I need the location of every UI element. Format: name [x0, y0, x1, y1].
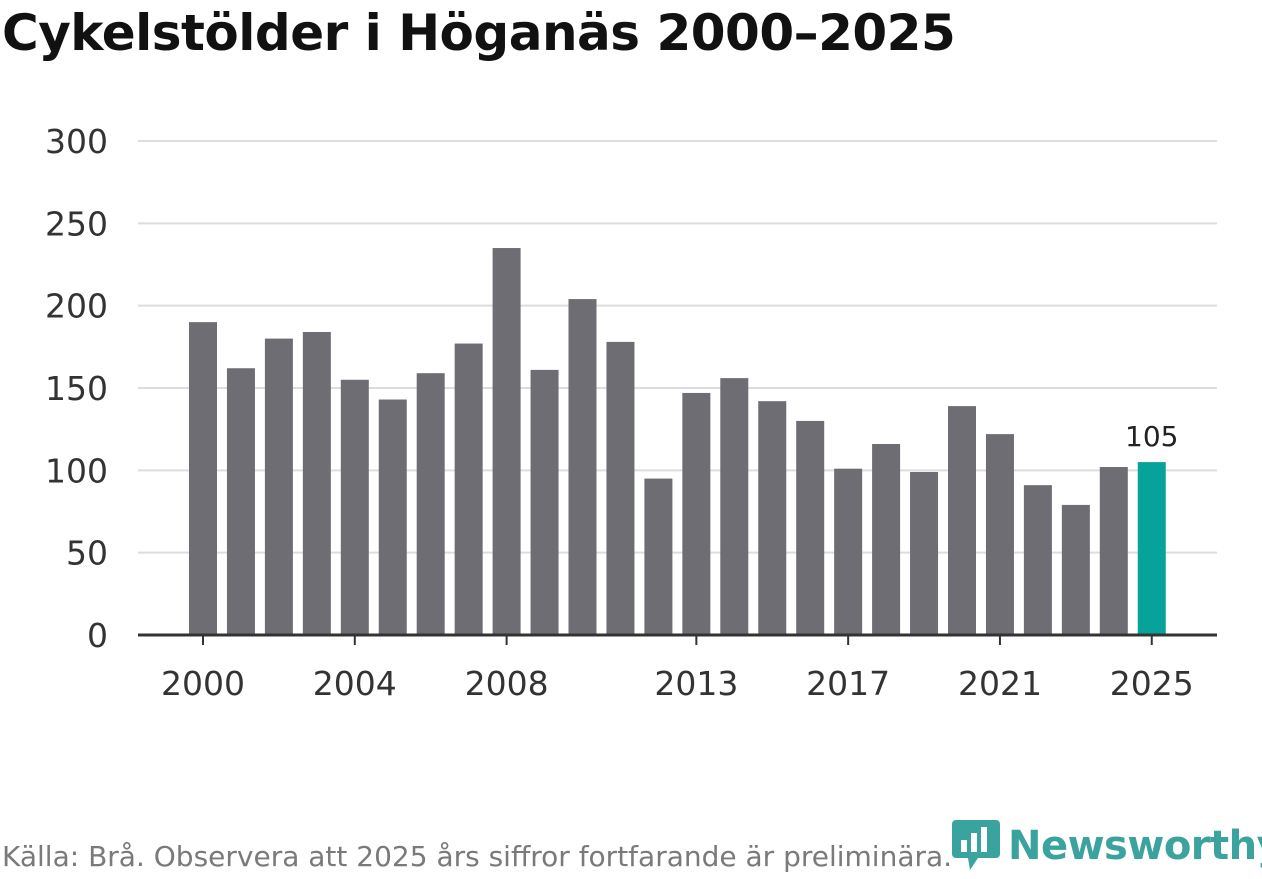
- y-axis-tick-labels: 0 50 100 150 200 250 300: [45, 122, 108, 655]
- bar-2011: [606, 341, 635, 635]
- bar-2003: [302, 332, 331, 635]
- grid-lines: [138, 140, 1217, 554]
- bar-2025: [1137, 462, 1166, 635]
- brand-logo: Newsworthy: [952, 820, 1262, 872]
- y-tick-label: 200: [45, 287, 108, 326]
- bar-2008: [492, 248, 521, 636]
- bar-2015: [758, 401, 787, 635]
- bar-2023: [1061, 504, 1090, 635]
- x-tick-label: 2000: [161, 664, 245, 703]
- bar-2007: [454, 343, 483, 635]
- bar-2012: [644, 478, 673, 635]
- x-tick-label: 2004: [313, 664, 397, 703]
- bar-2006: [416, 373, 445, 635]
- bar-2020: [948, 406, 976, 635]
- y-tick-label: 0: [87, 616, 108, 655]
- bar-2017: [834, 468, 863, 635]
- x-tick-label: 2025: [1110, 664, 1194, 703]
- bar-2019: [910, 471, 939, 635]
- bar-series: [189, 248, 1166, 636]
- x-tick-label: 2013: [654, 664, 738, 703]
- bar-2004: [340, 379, 369, 635]
- chart-title: Cykelstölder i Höganäs 2000–2025: [2, 4, 956, 62]
- y-tick-label: 50: [66, 534, 108, 573]
- annotations: 105: [1125, 420, 1178, 453]
- bar-2000: [189, 322, 217, 635]
- bar-2021: [985, 434, 1014, 635]
- value-label-2025: 105: [1125, 420, 1178, 453]
- y-tick-label: 300: [45, 122, 108, 161]
- x-tick-label: 2017: [806, 664, 890, 703]
- bar-2013: [682, 392, 711, 635]
- bar-2024: [1099, 467, 1128, 635]
- x-tick-label: 2008: [465, 664, 549, 703]
- brand-name: Newsworthy: [1008, 823, 1262, 869]
- bar-2022: [1023, 485, 1052, 635]
- bar-2009: [530, 369, 559, 635]
- bar-2016: [796, 420, 825, 635]
- x-tick-label: 2021: [958, 664, 1042, 703]
- y-tick-label: 250: [45, 204, 108, 243]
- bar-2018: [872, 443, 901, 635]
- x-axis-ticks: 2000 2004 2008 2013 2017 2021 2025: [161, 635, 1194, 703]
- bar-2001: [226, 368, 255, 635]
- bar-2014: [720, 378, 749, 635]
- bar-2002: [264, 338, 293, 635]
- bar-2005: [378, 399, 407, 635]
- newsworthy-logo-icon: [952, 820, 1000, 870]
- y-tick-label: 100: [45, 451, 108, 490]
- bar-2010: [568, 299, 597, 635]
- y-tick-label: 150: [45, 369, 108, 408]
- source-note: Källa: Brå. Observera att 2025 års siffr…: [2, 840, 953, 873]
